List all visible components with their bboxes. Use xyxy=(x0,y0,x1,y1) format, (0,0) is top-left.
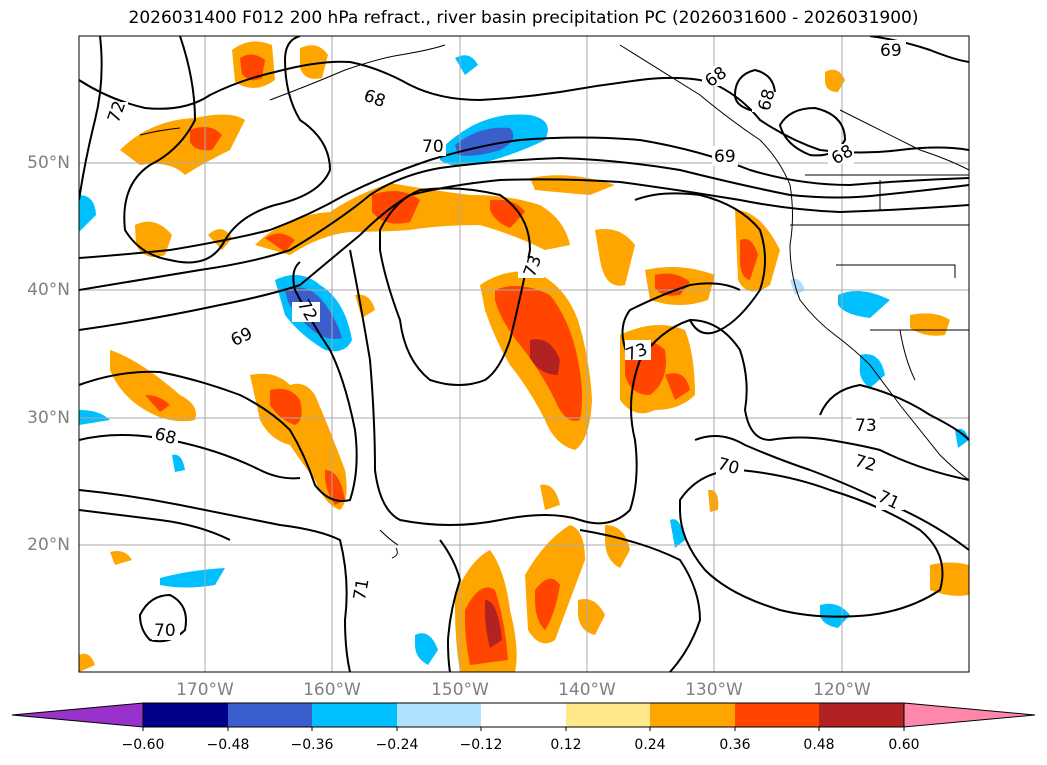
contour-line xyxy=(79,36,103,201)
shade-blob xyxy=(825,69,845,92)
shade-blob xyxy=(665,373,690,400)
colorbar-tick-label: −0.48 xyxy=(206,737,250,753)
colorbar-tick-label: −0.24 xyxy=(375,737,419,753)
colorbar-tick-label: 0.24 xyxy=(634,737,666,753)
shade-blob xyxy=(208,229,232,250)
contour-line xyxy=(79,489,351,672)
colorbar-bin xyxy=(143,703,228,727)
contour-line xyxy=(819,383,969,441)
shade-blob xyxy=(160,568,225,588)
colorbar-bin xyxy=(397,703,481,727)
contour-line xyxy=(439,539,462,672)
colorbar-bin xyxy=(481,703,566,727)
shade-blob xyxy=(172,454,185,472)
shade-blob xyxy=(110,551,132,565)
contour-line xyxy=(79,178,969,331)
lon-label: 160°W xyxy=(303,680,361,700)
contour-line xyxy=(694,435,969,551)
contour-line xyxy=(621,282,741,361)
colorbar xyxy=(11,702,1036,731)
shade-blob xyxy=(300,45,328,79)
contour-line xyxy=(379,187,532,386)
shade-blob xyxy=(240,54,265,81)
shade-blob xyxy=(484,600,502,648)
shade-blob xyxy=(530,339,560,375)
lon-label: 130°W xyxy=(685,680,743,700)
contour-line xyxy=(79,434,301,480)
shade-blob xyxy=(270,388,302,425)
colorbar-extend-right xyxy=(903,702,1036,728)
colorbar-tick-label: 0.60 xyxy=(888,737,920,753)
contour-label: 69 xyxy=(880,41,902,61)
colorbar-bin xyxy=(819,703,904,727)
shade-blob xyxy=(790,278,805,295)
contour-line xyxy=(869,36,969,63)
colorbar-tick-label: −0.60 xyxy=(121,737,165,753)
contour-line xyxy=(79,156,969,291)
colorbar-extend-left xyxy=(11,702,144,728)
contour-line xyxy=(579,529,702,672)
map-frame xyxy=(78,35,970,673)
lon-label: 150°W xyxy=(431,680,489,700)
colorbar-tick-label: 0.48 xyxy=(803,737,835,753)
contour-label: 69 xyxy=(714,147,736,167)
shade-blob xyxy=(190,126,222,151)
shade-blob xyxy=(145,395,170,412)
contour-line xyxy=(778,106,847,157)
shade-blob xyxy=(325,470,345,505)
shade-blob xyxy=(670,519,685,548)
contour-line xyxy=(679,468,944,618)
colorbar-bin xyxy=(228,703,312,727)
contour-line xyxy=(634,192,766,335)
shade-blob xyxy=(490,199,525,228)
colorbar-bin xyxy=(566,703,650,727)
contour-line xyxy=(349,249,969,526)
map-title: 2026031400 F012 200 hPa refract., river … xyxy=(128,8,919,28)
shade-blob xyxy=(535,578,560,630)
shade-blob xyxy=(265,233,295,252)
contour-line xyxy=(79,509,231,541)
contour-label: 70 xyxy=(422,137,444,157)
colorbar-bin xyxy=(650,703,735,727)
colorbar-bin xyxy=(312,703,397,727)
contour-line xyxy=(123,36,332,264)
contour-line xyxy=(138,593,187,643)
shade-blob xyxy=(135,221,172,258)
contour-label: 73 xyxy=(855,416,877,436)
contour-line xyxy=(79,136,969,259)
contour-label: 70 xyxy=(154,621,176,641)
contour-line xyxy=(79,261,358,502)
shade-blob xyxy=(110,350,196,422)
shade-blob xyxy=(540,484,560,510)
shade-blob xyxy=(79,195,96,232)
coastlines xyxy=(139,44,969,559)
lat-label: 50°N xyxy=(27,153,70,173)
lon-label: 140°W xyxy=(558,680,616,700)
contour-label: 71 xyxy=(350,577,373,602)
shade-blob xyxy=(859,354,885,388)
shade-blob xyxy=(708,489,719,512)
shade-blob xyxy=(415,633,438,665)
colorbar-tick-label: 0.36 xyxy=(719,737,751,753)
shade-blob xyxy=(930,562,969,596)
lon-label: 170°W xyxy=(176,680,234,700)
shade-blob xyxy=(455,55,478,75)
shade-blob xyxy=(838,291,890,318)
shade-blob xyxy=(578,599,605,635)
lon-label: 120°W xyxy=(813,680,871,700)
shade-blob xyxy=(955,428,969,448)
colorbar-tick-label: 0.12 xyxy=(550,737,582,753)
shade-blob xyxy=(740,239,758,280)
colorbar-bin xyxy=(735,703,819,727)
colorbar-tick-label: −0.36 xyxy=(290,737,334,753)
refractivity-contours xyxy=(79,36,969,672)
lat-label: 20°N xyxy=(27,535,70,555)
shade-blob xyxy=(79,653,95,672)
colorbar-tick-label: −0.12 xyxy=(459,737,503,753)
shade-blob xyxy=(595,229,635,286)
contour-line xyxy=(79,60,969,154)
lat-label: 40°N xyxy=(27,280,70,300)
lat-label: 30°N xyxy=(27,408,70,428)
